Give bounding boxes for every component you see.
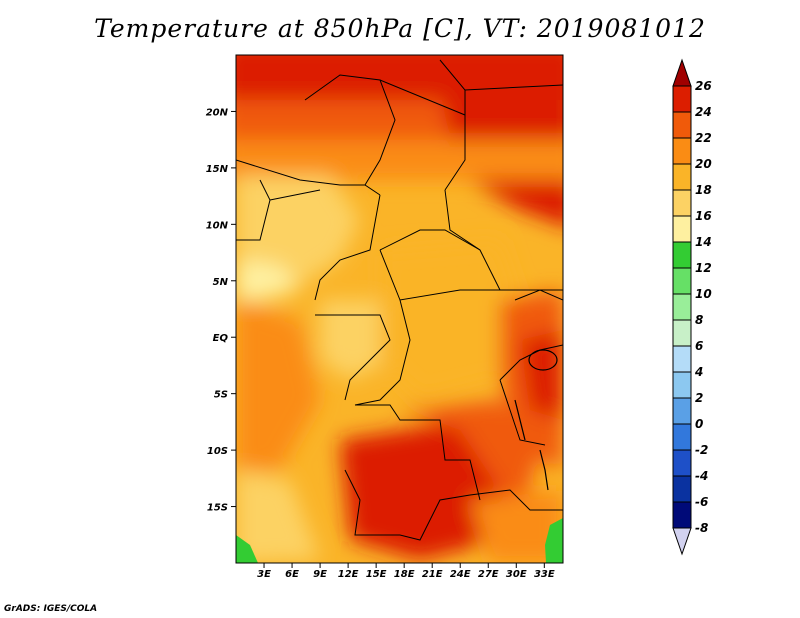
field-sahel-warm [236, 140, 563, 180]
border-car-congo [379, 249, 500, 301]
y-tick-label: EQ [213, 333, 229, 344]
border-zambia-zimbabwe [469, 489, 563, 511]
colorbar-box [672, 267, 692, 295]
border-drc-angola [355, 404, 481, 501]
y-tick-label: 5S [214, 390, 228, 401]
colorbar-label: -4 [695, 469, 708, 483]
border-algeria-libya [439, 59, 466, 115]
map-frame [235, 54, 564, 564]
colorbar-label: 10 [695, 287, 712, 301]
colorbar-box [672, 215, 692, 243]
field-westafrica-cool [236, 175, 360, 285]
field-ocean-cool [236, 470, 320, 563]
field-congo [380, 240, 520, 400]
lake-malawi [539, 449, 549, 491]
field-ocean-warm [236, 300, 320, 470]
colorbar-label: 0 [695, 417, 703, 431]
x-tick-label: 3E [257, 569, 271, 580]
colorbar-box [672, 163, 692, 191]
chart-title: Temperature at 850hPa [C], VT: 201908101… [94, 14, 706, 43]
border-nigeria-north [269, 189, 321, 201]
colorbar-label: 18 [695, 183, 712, 197]
border-congo-drc [354, 299, 411, 406]
colorbar-label: 2 [695, 391, 703, 405]
border-gabon-congo [315, 314, 391, 401]
lakes [514, 349, 558, 491]
field-corner-sw [236, 535, 258, 563]
colorbar-box [672, 241, 692, 269]
colorbar-box [672, 137, 692, 165]
y-tick-label: 20N [206, 107, 229, 118]
field-southeast [470, 490, 563, 563]
lake-victoria [528, 349, 558, 371]
x-tick-label: 24E [450, 569, 471, 580]
y-tick-label: 15N [206, 164, 229, 175]
colorbar-label: -2 [695, 443, 708, 457]
field-corner-se [545, 518, 563, 563]
field-gabon-cool [320, 300, 390, 380]
colorbar-label: 8 [695, 313, 703, 327]
colorbar-box [672, 319, 692, 347]
colorbar-label: 4 [694, 365, 703, 379]
x-tick-label: 21E [422, 569, 443, 580]
field-angola-hot [340, 420, 520, 560]
x-tick-label: 9E [313, 569, 327, 580]
x-tick-label: 27E [478, 569, 499, 580]
border-uganda [499, 344, 563, 381]
colorbar-label: 16 [695, 209, 712, 223]
y-tick-label: 10S [207, 446, 228, 457]
border-southsudan [514, 289, 563, 301]
colorbar-top-arrow [672, 58, 692, 87]
colorbar-label: -6 [695, 495, 708, 509]
colorbar-box [672, 449, 692, 477]
field-zambia-warm [400, 400, 540, 520]
colorbar-box [672, 501, 692, 529]
border-tanzania-drc [499, 379, 546, 446]
x-tick-label: 30E [506, 569, 527, 580]
y-tick-label: 5N [213, 277, 229, 288]
border-libya-egypt [464, 84, 563, 91]
colorbar-bottom-arrow [672, 527, 692, 556]
colorbar-label: -8 [695, 521, 708, 535]
border-libya-chad [379, 79, 466, 191]
colorbar-box [672, 371, 692, 399]
colorbar-label: 24 [695, 105, 712, 119]
colorbar-label: 20 [695, 157, 712, 171]
colorbar-label: 12 [695, 261, 712, 275]
country-borders [236, 59, 563, 541]
border-car [379, 229, 481, 251]
colorbar-label: 22 [695, 131, 712, 145]
grads-credit: GrADS: IGES/COLA [4, 604, 98, 614]
colorbar-label: 26 [695, 79, 712, 93]
border-niger-chad [304, 74, 396, 186]
border-benin [236, 179, 271, 241]
temperature-field [236, 55, 563, 563]
colorbar-box [672, 293, 692, 321]
y-tick-label: 10N [206, 220, 229, 231]
colorbar-box [672, 189, 692, 217]
colorbar-label: 6 [695, 339, 703, 353]
colorbar-box [672, 475, 692, 503]
axes: 3E 6E 9E 12E 15E 18E 21E 24E 27E 30E 33E 20N 15N 10N 5… [206, 107, 555, 580]
lake-tanganyika [514, 399, 526, 441]
x-tick-label: 15E [366, 569, 387, 580]
border-nigeria-cameroon [314, 194, 381, 301]
colorbar-box [672, 85, 692, 113]
y-tick-label: 15S [207, 503, 228, 514]
colorbar-box [672, 397, 692, 425]
x-tick-label: 18E [394, 569, 415, 580]
border-niger-nigeria [236, 159, 381, 196]
x-tick-label: 12E [338, 569, 359, 580]
field-coast-cool [236, 260, 300, 300]
colorbar-box [672, 111, 692, 139]
x-tick-label: 6E [285, 569, 299, 580]
colorbar-box [672, 423, 692, 451]
border-angola-namibia [344, 469, 471, 541]
x-tick-label: 33E [534, 569, 555, 580]
colorbar-label: 14 [695, 235, 712, 249]
colorbar-box [672, 345, 692, 373]
